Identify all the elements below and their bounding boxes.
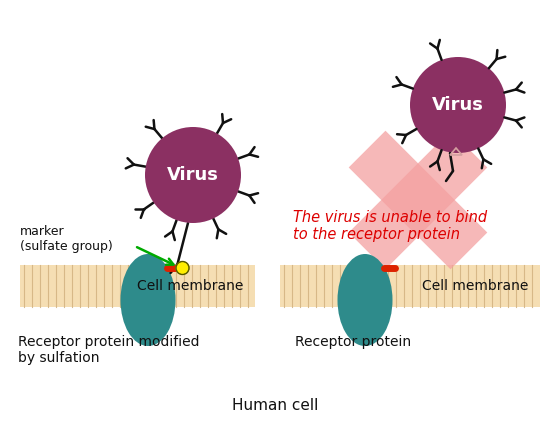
Polygon shape bbox=[349, 131, 487, 269]
Text: Receptor protein: Receptor protein bbox=[295, 335, 411, 349]
Ellipse shape bbox=[120, 254, 175, 346]
Bar bbox=[20, 265, 255, 307]
Text: Virus: Virus bbox=[432, 96, 484, 114]
Text: Cell membrane: Cell membrane bbox=[422, 279, 528, 293]
Polygon shape bbox=[349, 131, 487, 269]
Text: The virus is unable to bind
to the receptor protein: The virus is unable to bind to the recep… bbox=[293, 210, 487, 242]
Text: Receptor protein modified
by sulfation: Receptor protein modified by sulfation bbox=[18, 335, 200, 365]
Circle shape bbox=[145, 127, 241, 223]
Text: Cell membrane: Cell membrane bbox=[136, 279, 243, 293]
Circle shape bbox=[410, 57, 506, 153]
Text: marker
(sulfate group): marker (sulfate group) bbox=[20, 225, 113, 253]
Ellipse shape bbox=[338, 254, 393, 346]
Text: Virus: Virus bbox=[167, 166, 219, 184]
Circle shape bbox=[176, 261, 189, 274]
Bar bbox=[280, 265, 540, 307]
Text: Human cell: Human cell bbox=[232, 398, 318, 413]
